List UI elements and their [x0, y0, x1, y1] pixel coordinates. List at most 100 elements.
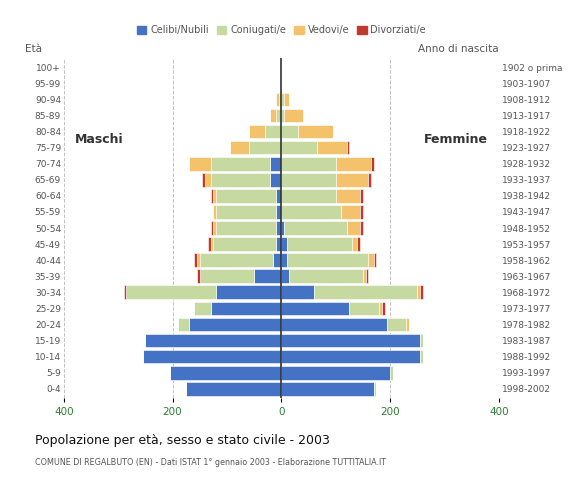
Bar — [374, 382, 376, 396]
Bar — [170, 366, 281, 380]
Bar — [387, 318, 407, 331]
Bar — [254, 269, 281, 283]
Legend: Celibi/Nubili, Coniugati/e, Vedovi/e, Divorziati/e: Celibi/Nubili, Coniugati/e, Vedovi/e, Di… — [133, 22, 430, 39]
Bar — [287, 253, 368, 267]
Bar — [146, 334, 281, 348]
Bar — [284, 221, 347, 235]
Bar — [341, 205, 360, 219]
Bar — [276, 93, 278, 106]
Bar — [352, 237, 357, 251]
Bar — [417, 286, 420, 299]
Bar — [284, 108, 303, 122]
Bar — [298, 125, 333, 138]
Bar — [213, 205, 216, 219]
Bar — [276, 108, 281, 122]
Bar — [281, 382, 374, 396]
Bar — [178, 318, 189, 331]
Bar — [284, 93, 289, 106]
Bar — [194, 301, 211, 315]
Bar — [281, 157, 336, 170]
Bar — [205, 173, 211, 187]
Bar — [249, 141, 281, 155]
Bar — [200, 253, 273, 267]
Text: Femmine: Femmine — [424, 133, 488, 146]
Bar — [276, 221, 281, 235]
Bar — [213, 189, 216, 203]
Text: Anno di nascita: Anno di nascita — [418, 44, 499, 54]
Bar — [420, 286, 423, 299]
Bar — [216, 221, 276, 235]
Bar — [368, 253, 374, 267]
Bar — [276, 237, 281, 251]
Bar — [347, 221, 360, 235]
Bar — [314, 286, 417, 299]
Bar — [216, 189, 276, 203]
Bar — [281, 269, 289, 283]
Bar — [349, 301, 379, 315]
Bar — [357, 237, 360, 251]
Bar — [347, 141, 349, 155]
Bar — [211, 221, 213, 235]
Bar — [281, 141, 317, 155]
Bar — [363, 269, 365, 283]
Bar — [211, 157, 270, 170]
Bar — [208, 237, 211, 251]
Bar — [265, 125, 281, 138]
Bar — [281, 189, 336, 203]
Bar — [270, 157, 281, 170]
Bar — [281, 237, 287, 251]
Bar — [281, 301, 349, 315]
Bar — [368, 173, 371, 187]
Bar — [382, 301, 385, 315]
Bar — [289, 269, 363, 283]
Bar — [216, 286, 281, 299]
Bar — [124, 286, 126, 299]
Bar — [276, 205, 281, 219]
Bar — [202, 173, 205, 187]
Bar — [281, 334, 420, 348]
Text: Maschi: Maschi — [75, 133, 124, 146]
Bar — [230, 141, 249, 155]
Bar — [281, 318, 387, 331]
Bar — [211, 301, 281, 315]
Bar — [407, 318, 409, 331]
Bar — [281, 253, 287, 267]
Text: Popolazione per età, sesso e stato civile - 2003: Popolazione per età, sesso e stato civil… — [35, 434, 329, 447]
Bar — [186, 382, 281, 396]
Bar — [213, 237, 276, 251]
Bar — [189, 318, 281, 331]
Bar — [281, 366, 390, 380]
Bar — [281, 93, 284, 106]
Bar — [197, 253, 200, 267]
Bar — [420, 350, 423, 363]
Bar — [336, 173, 368, 187]
Bar — [360, 221, 363, 235]
Bar — [281, 108, 284, 122]
Bar — [211, 237, 213, 251]
Bar — [197, 269, 200, 283]
Bar — [281, 286, 314, 299]
Bar — [365, 269, 368, 283]
Bar — [281, 173, 336, 187]
Bar — [336, 189, 360, 203]
Bar — [336, 157, 371, 170]
Bar — [278, 93, 281, 106]
Bar — [273, 253, 281, 267]
Bar — [276, 189, 281, 203]
Bar — [189, 157, 211, 170]
Bar — [281, 221, 284, 235]
Bar — [211, 189, 213, 203]
Bar — [379, 301, 382, 315]
Bar — [270, 108, 276, 122]
Bar — [143, 350, 281, 363]
Bar — [213, 221, 216, 235]
Bar — [360, 189, 363, 203]
Bar — [200, 269, 254, 283]
Bar — [126, 286, 216, 299]
Bar — [211, 173, 270, 187]
Bar — [216, 205, 276, 219]
Bar — [270, 173, 281, 187]
Text: Età: Età — [24, 44, 42, 54]
Bar — [371, 157, 374, 170]
Bar — [281, 350, 420, 363]
